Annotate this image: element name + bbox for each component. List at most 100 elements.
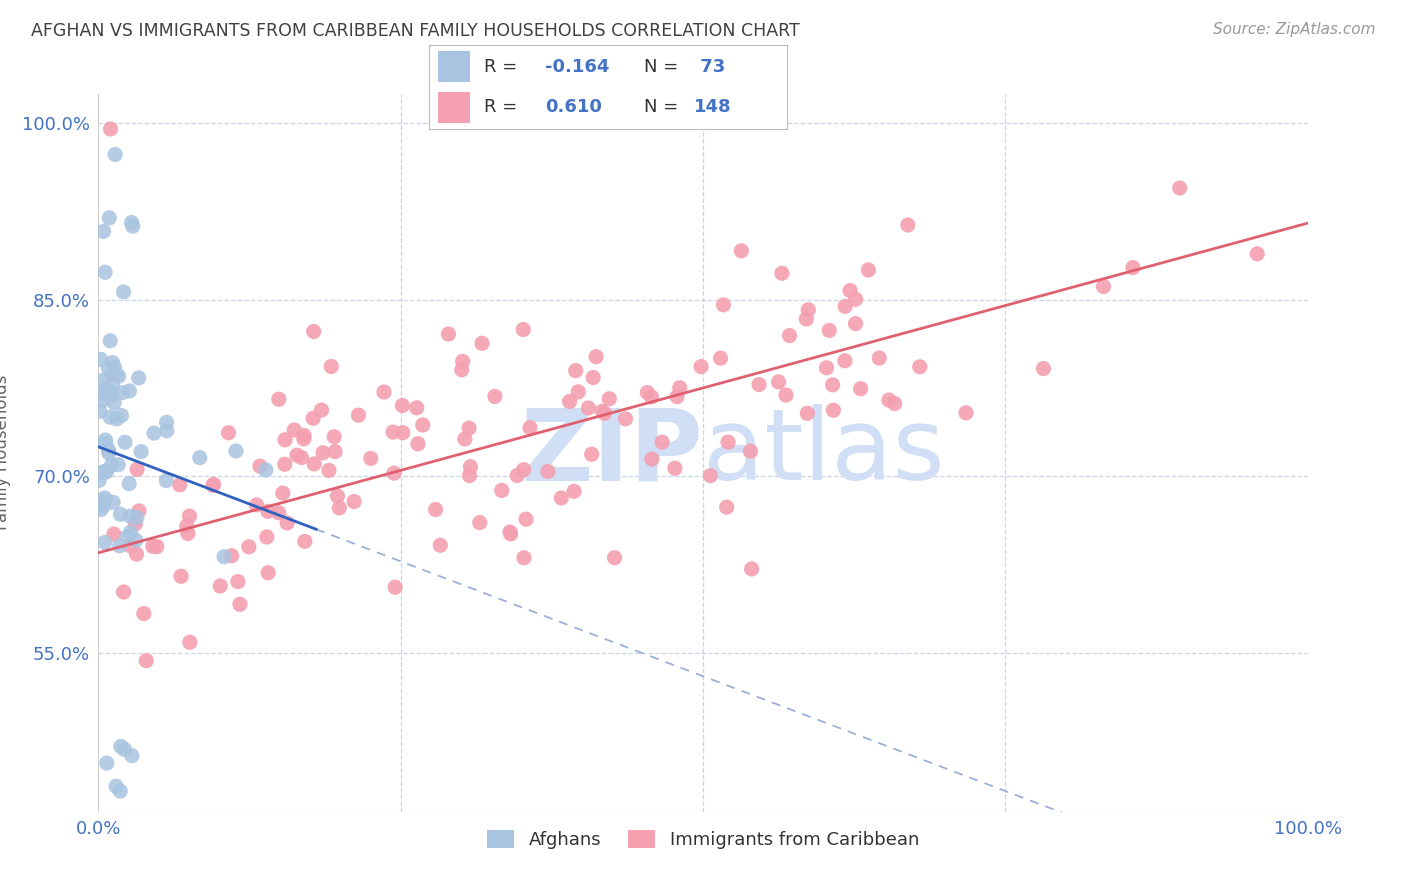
Legend: Afghans, Immigrants from Caribbean: Afghans, Immigrants from Caribbean [479, 822, 927, 856]
Point [124, 516, 146, 531]
Point [664, 461, 686, 475]
Point [382, 425, 405, 439]
Point [256, 530, 278, 544]
Point [170, 569, 193, 583]
Point [101, 377, 124, 392]
Point [740, 444, 762, 458]
Point [274, 457, 297, 471]
Point [614, 412, 637, 426]
Point [120, 509, 142, 524]
Point [98, 410, 121, 425]
Point [226, 574, 249, 589]
Point [94, 433, 117, 447]
Point [212, 549, 235, 564]
Point [225, 444, 247, 458]
Point [121, 748, 143, 763]
Point [169, 478, 191, 492]
Point [454, 432, 477, 446]
Point [844, 317, 866, 331]
Point [858, 263, 880, 277]
Point [143, 426, 166, 441]
Point [326, 489, 349, 503]
Text: 148: 148 [695, 98, 731, 116]
Point [100, 458, 122, 472]
Point [558, 394, 581, 409]
Point [246, 498, 269, 512]
Point [274, 433, 297, 447]
Point [849, 382, 872, 396]
Point [97, 361, 120, 376]
Point [562, 484, 585, 499]
Point [94, 265, 117, 279]
Point [391, 399, 413, 413]
Point [709, 351, 731, 366]
Point [110, 409, 132, 423]
Point [796, 406, 818, 420]
Point [716, 500, 738, 515]
Point [111, 385, 134, 400]
Point [640, 390, 662, 404]
Point [513, 463, 536, 477]
Point [97, 446, 120, 460]
Point [97, 384, 120, 398]
Point [302, 325, 325, 339]
Point [581, 447, 603, 461]
Point [468, 516, 491, 530]
Point [343, 494, 366, 508]
Text: AFGHAN VS IMMIGRANTS FROM CARIBBEAN FAMILY HOUSEHOLDS CORRELATION CHART: AFGHAN VS IMMIGRANTS FROM CARIBBEAN FAMI… [31, 22, 800, 40]
Point [651, 435, 673, 450]
Point [567, 384, 589, 399]
Point [585, 350, 607, 364]
Point [283, 423, 305, 437]
Point [591, 404, 613, 418]
Text: 0.610: 0.610 [546, 98, 602, 116]
Point [94, 436, 117, 450]
Point [121, 219, 143, 233]
Point [112, 585, 135, 599]
Point [321, 359, 343, 374]
Point [145, 540, 167, 554]
Point [794, 311, 817, 326]
Point [218, 425, 240, 440]
Point [100, 122, 122, 136]
Point [155, 474, 177, 488]
Point [821, 377, 844, 392]
Point [121, 216, 143, 230]
Point [221, 549, 243, 563]
Point [118, 539, 141, 553]
Point [257, 504, 280, 518]
Point [668, 381, 690, 395]
Point [877, 393, 900, 408]
Point [114, 435, 136, 450]
Point [797, 302, 820, 317]
Point [101, 495, 124, 509]
Point [267, 506, 290, 520]
Point [229, 597, 252, 611]
Point [818, 323, 841, 337]
Point [512, 322, 534, 336]
Point [128, 371, 150, 385]
Point [128, 504, 150, 518]
Point [437, 326, 460, 341]
Point [292, 432, 315, 446]
Point [845, 292, 868, 306]
Point [97, 387, 120, 401]
Point [94, 382, 117, 396]
Point [117, 529, 139, 543]
Point [100, 368, 122, 382]
Point [564, 364, 586, 378]
Point [105, 780, 128, 794]
Point [96, 465, 118, 479]
Point [593, 406, 616, 420]
Point [209, 579, 232, 593]
Point [636, 385, 658, 400]
Text: R =: R = [485, 58, 523, 76]
Point [382, 466, 405, 480]
Point [323, 444, 346, 458]
Point [179, 509, 201, 524]
Point [89, 473, 111, 487]
Point [328, 500, 350, 515]
Point [249, 459, 271, 474]
Point [868, 351, 890, 365]
Point [108, 539, 131, 553]
